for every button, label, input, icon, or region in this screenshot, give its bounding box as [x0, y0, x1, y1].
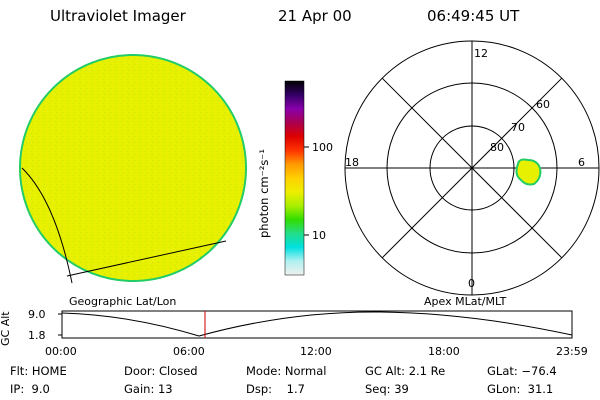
- colorbar-tick-10: 10: [312, 229, 326, 242]
- colorbar-unit-label: photon cm⁻²s⁻¹: [257, 149, 271, 238]
- altitude-xtick-2: 12:00: [300, 345, 332, 358]
- date-label: 21 Apr 00: [278, 7, 352, 25]
- info-flight: Flt: HOME: [10, 364, 67, 378]
- info-dsp: Dsp: 1.7: [246, 382, 305, 396]
- polar-label-60: 60: [536, 98, 550, 111]
- polar-plot: [344, 40, 600, 296]
- altitude-xtick-3: 18:00: [428, 345, 460, 358]
- info-ip: IP: 9.0: [10, 382, 50, 396]
- polar-panel-label: Apex MLat/MLT: [424, 295, 507, 308]
- polar-label-70: 70: [511, 121, 525, 134]
- info-door: Door: Closed: [124, 364, 198, 378]
- altitude-xtick-1: 06:00: [173, 345, 205, 358]
- instrument-title: Ultraviolet Imager: [50, 7, 186, 25]
- info-seq: Seq: 39: [365, 382, 409, 396]
- altitude-xtick-0: 00:00: [45, 345, 77, 358]
- info-mode: Mode: Normal: [246, 364, 327, 378]
- time-label: 06:49:45 UT: [427, 7, 520, 25]
- polar-label-0: 0: [468, 277, 475, 290]
- altitude-ytick-bottom: 1.8: [28, 329, 46, 342]
- polar-label-80: 80: [490, 141, 504, 154]
- polar-label-18: 18: [345, 156, 359, 169]
- polar-diagonal-2: [381, 77, 563, 259]
- altitude-curve: [61, 311, 573, 337]
- altitude-plot-frame: [61, 310, 573, 339]
- altitude-plot: [58, 310, 573, 339]
- colorbar: [284, 80, 309, 276]
- altitude-xtick-4: 23:59: [556, 345, 588, 358]
- info-gc-alt: GC Alt: 2.1 Re: [365, 364, 446, 378]
- auroral-blob: [515, 158, 542, 186]
- polar-label-6: 6: [578, 156, 585, 169]
- polar-label-12: 12: [474, 47, 488, 60]
- altitude-ylabel: GC Alt: [0, 311, 12, 346]
- info-glon: GLon: 31.1: [487, 382, 554, 396]
- colorbar-scale: [284, 80, 305, 276]
- coastline-left: [21, 167, 73, 284]
- info-glat: GLat: −76.4: [487, 364, 557, 378]
- earth-disk: [19, 54, 247, 282]
- geo-panel-label: Geographic Lat/Lon: [69, 295, 177, 308]
- coastline-bottom: [66, 240, 227, 277]
- colorbar-tick-100: 100: [312, 141, 333, 154]
- info-gain: Gain: 13: [124, 382, 173, 396]
- altitude-ytick-top: 9.0: [28, 308, 46, 321]
- geo-disk-view: [19, 54, 247, 284]
